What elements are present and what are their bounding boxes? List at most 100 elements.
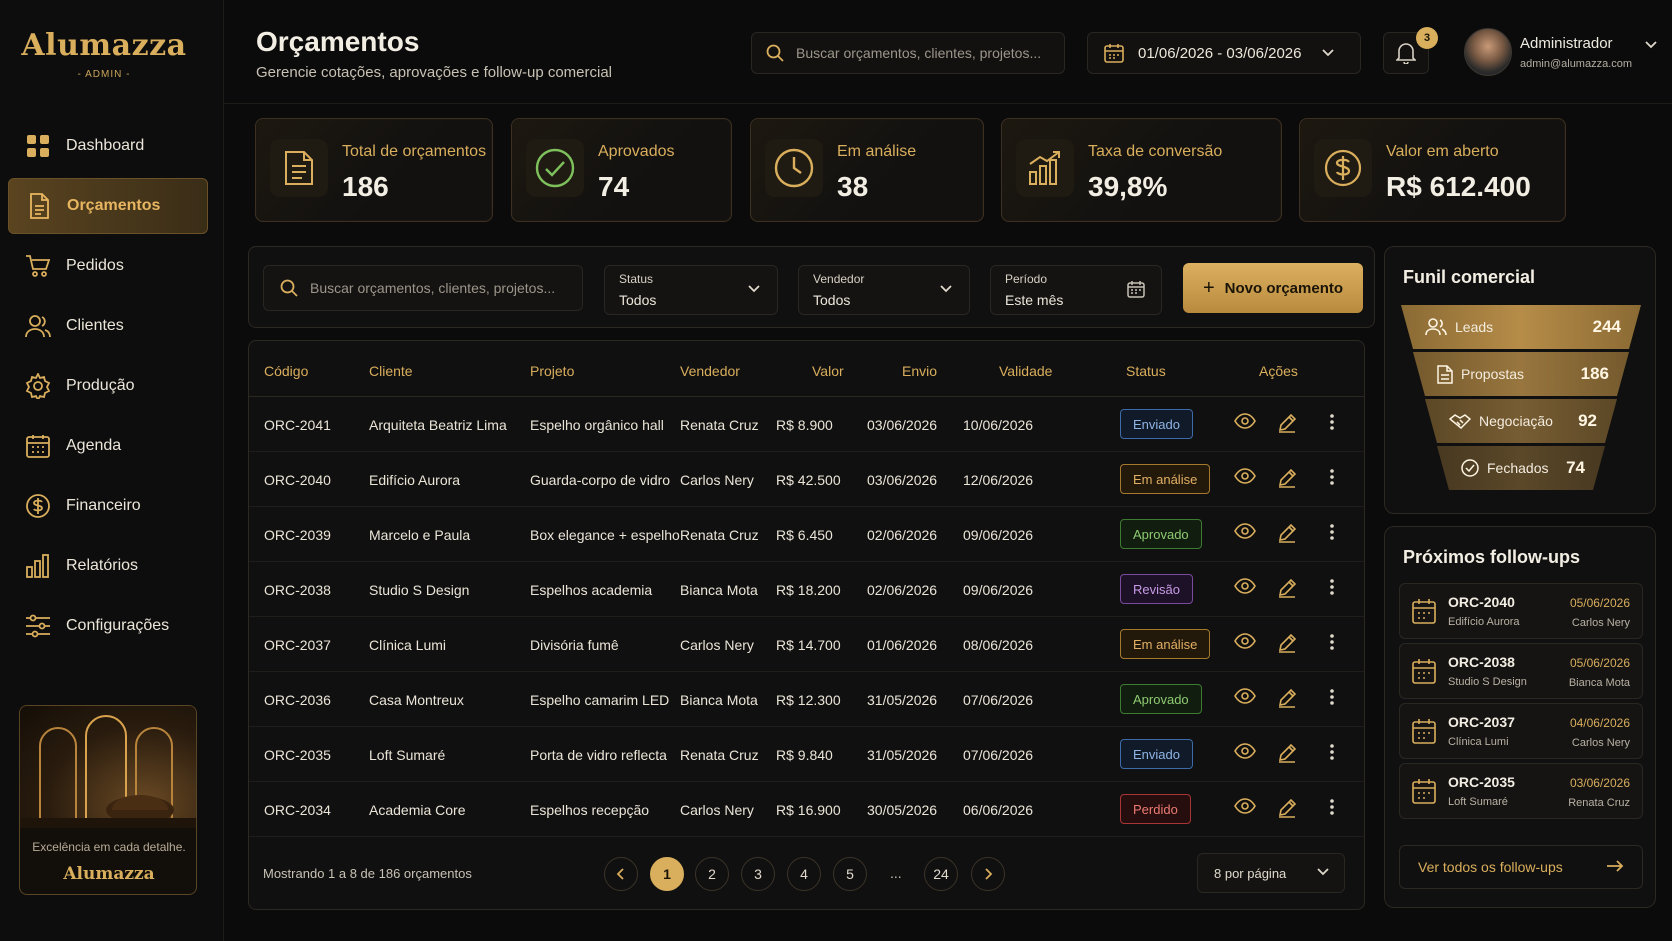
view-button[interactable]: [1234, 633, 1256, 649]
cell-valid-date: 12/06/2026: [963, 472, 1034, 488]
edit-button[interactable]: [1277, 798, 1297, 818]
view-button[interactable]: [1234, 578, 1256, 594]
edit-button[interactable]: [1277, 743, 1297, 763]
period-picker-label: Período: [1005, 272, 1048, 286]
new-quote-button[interactable]: + Novo orçamento: [1183, 263, 1363, 313]
column-header[interactable]: Cliente: [369, 363, 413, 379]
page-button-2[interactable]: 2: [695, 857, 729, 891]
search-icon: [280, 279, 298, 297]
per-page-select[interactable]: 8 por página: [1197, 853, 1345, 893]
more-options-button[interactable]: [1329, 633, 1335, 651]
sidebar-item-financeiro[interactable]: Financeiro: [8, 478, 208, 534]
prev-page-button[interactable]: [604, 857, 638, 891]
next-page-button[interactable]: [971, 857, 1005, 891]
date-range-picker[interactable]: 01/06/2026 - 03/06/2026: [1087, 32, 1361, 74]
more-options-button[interactable]: [1329, 578, 1335, 596]
sidebar-item-agenda[interactable]: Agenda: [8, 418, 208, 474]
followup-item[interactable]: ORC-2038 Studio S Design 05/06/2026 Bianca …: [1399, 643, 1643, 699]
column-header[interactable]: Projeto: [530, 363, 575, 379]
view-button[interactable]: [1234, 743, 1256, 759]
sidebar-item-dashboard[interactable]: Dashboard: [8, 118, 208, 174]
see-all-followups-link[interactable]: Ver todos os follow-ups: [1399, 845, 1643, 889]
sidebar-item-label: Configurações: [66, 617, 170, 634]
funnel-stage-propostas[interactable]: Propostas 186: [1437, 352, 1633, 396]
more-options-button[interactable]: [1329, 798, 1335, 816]
table-row[interactable]: ORC-2035 Loft Sumaré Porta de vidro reflec…: [249, 727, 1364, 782]
page-button-1[interactable]: 1: [650, 857, 684, 891]
sidebar-item-relatorios[interactable]: Relatórios: [8, 538, 208, 594]
sidebar-item-pedidos[interactable]: Pedidos: [8, 238, 208, 294]
funnel-stage-value: 244: [1592, 317, 1621, 336]
sidebar-item-producao[interactable]: Produção: [8, 358, 208, 414]
followup-item[interactable]: ORC-2035 Loft Sumaré 03/06/2026 Renata Cruz: [1399, 763, 1643, 819]
table-row[interactable]: ORC-2041 Arquiteta Beatriz Lima Espelho or…: [249, 397, 1364, 452]
cell-sent-date: 03/06/2026: [867, 417, 938, 433]
handshake-icon: [1449, 413, 1471, 429]
bell-icon: [1396, 42, 1416, 64]
followup-seller: Carlos Nery: [1571, 737, 1630, 749]
funnel-stage-leads[interactable]: Leads 244: [1425, 305, 1645, 349]
column-header[interactable]: Valor: [812, 363, 844, 379]
edit-button[interactable]: [1277, 413, 1297, 433]
global-search-input[interactable]: Buscar orçamentos, clientes, projetos...: [751, 32, 1065, 74]
more-options-button[interactable]: [1329, 523, 1335, 541]
view-button[interactable]: [1234, 413, 1256, 429]
cell-valid-date: 10/06/2026: [963, 417, 1034, 433]
view-button[interactable]: [1234, 468, 1256, 484]
table-row[interactable]: ORC-2039 Marcelo e Paula Box elegance + es…: [249, 507, 1364, 562]
pencil-icon: [1277, 523, 1297, 543]
brand-logo[interactable]: Alumazza - ADMIN -: [0, 28, 208, 80]
table-row[interactable]: ORC-2036 Casa Montreux Espelho camarim LED…: [249, 672, 1364, 727]
chevron-down-icon: [1316, 867, 1330, 877]
stat-value: 38: [837, 171, 869, 202]
column-header[interactable]: Validade: [999, 363, 1053, 379]
column-header[interactable]: Envio: [902, 363, 938, 379]
table-row[interactable]: ORC-2034 Academia Core Espelhos recepção Ca…: [249, 782, 1364, 837]
edit-button[interactable]: [1277, 578, 1297, 598]
cell-client: Clínica Lumi: [369, 637, 447, 653]
sidebar-item-orcamentos[interactable]: Orçamentos: [8, 178, 208, 234]
cell-project: Espelho camarim LED: [530, 692, 670, 708]
sidebar-item-label: Financeiro: [66, 497, 141, 514]
page-button-5[interactable]: 5: [833, 857, 867, 891]
promo-image: [20, 706, 196, 828]
followup-item[interactable]: ORC-2037 Clínica Lumi 04/06/2026 Carlos Ner…: [1399, 703, 1643, 759]
quote-search-input[interactable]: Buscar orçamentos, clientes, projetos...: [263, 265, 583, 311]
funnel-stage-negociacao[interactable]: Negociação 92: [1449, 399, 1621, 443]
view-button[interactable]: [1234, 798, 1256, 814]
funnel-title: Funil comercial: [1403, 267, 1536, 287]
period-picker-value: Este mês: [1005, 292, 1064, 308]
edit-button[interactable]: [1277, 523, 1297, 543]
sidebar-item-configuracoes[interactable]: Configurações: [8, 598, 208, 654]
cell-sent-date: 31/05/2026: [867, 747, 938, 763]
edit-button[interactable]: [1277, 688, 1297, 708]
page-button-3[interactable]: 3: [741, 857, 775, 891]
calendar-icon: [24, 432, 52, 460]
cell-value: R$ 6.450: [776, 527, 833, 543]
edit-button[interactable]: [1277, 468, 1297, 488]
column-header[interactable]: Código: [264, 363, 309, 379]
table-row[interactable]: ORC-2040 Edifício Aurora Guarda-corpo de v…: [249, 452, 1364, 507]
column-header[interactable]: Vendedor: [680, 363, 740, 379]
more-options-button[interactable]: [1329, 468, 1335, 486]
view-button[interactable]: [1234, 523, 1256, 539]
followup-item[interactable]: ORC-2040 Edifício Aurora 05/06/2026 Carlos …: [1399, 583, 1643, 639]
more-options-button[interactable]: [1329, 413, 1335, 431]
edit-button[interactable]: [1277, 633, 1297, 653]
notifications-button[interactable]: 3: [1383, 27, 1438, 74]
period-picker[interactable]: Período Este mês: [990, 265, 1162, 315]
status-select[interactable]: Status Todos: [604, 265, 778, 315]
funnel-stage-fechados[interactable]: Fechados 74: [1461, 446, 1609, 490]
sidebar-item-clientes[interactable]: Clientes: [8, 298, 208, 354]
table-row[interactable]: ORC-2038 Studio S Design Espelhos academia…: [249, 562, 1364, 617]
view-button[interactable]: [1234, 688, 1256, 704]
column-header[interactable]: Status: [1126, 363, 1166, 379]
page-button-4[interactable]: 4: [787, 857, 821, 891]
more-options-button[interactable]: [1329, 688, 1335, 706]
more-options-button[interactable]: [1329, 743, 1335, 761]
user-menu[interactable]: Administrador admin@alumazza.com: [1464, 28, 1658, 76]
page-button-24[interactable]: 24: [924, 857, 958, 891]
seller-select[interactable]: Vendedor Todos: [798, 265, 970, 315]
pencil-icon: [1277, 743, 1297, 763]
table-row[interactable]: ORC-2037 Clínica Lumi Divisória fumê Carlos…: [249, 617, 1364, 672]
